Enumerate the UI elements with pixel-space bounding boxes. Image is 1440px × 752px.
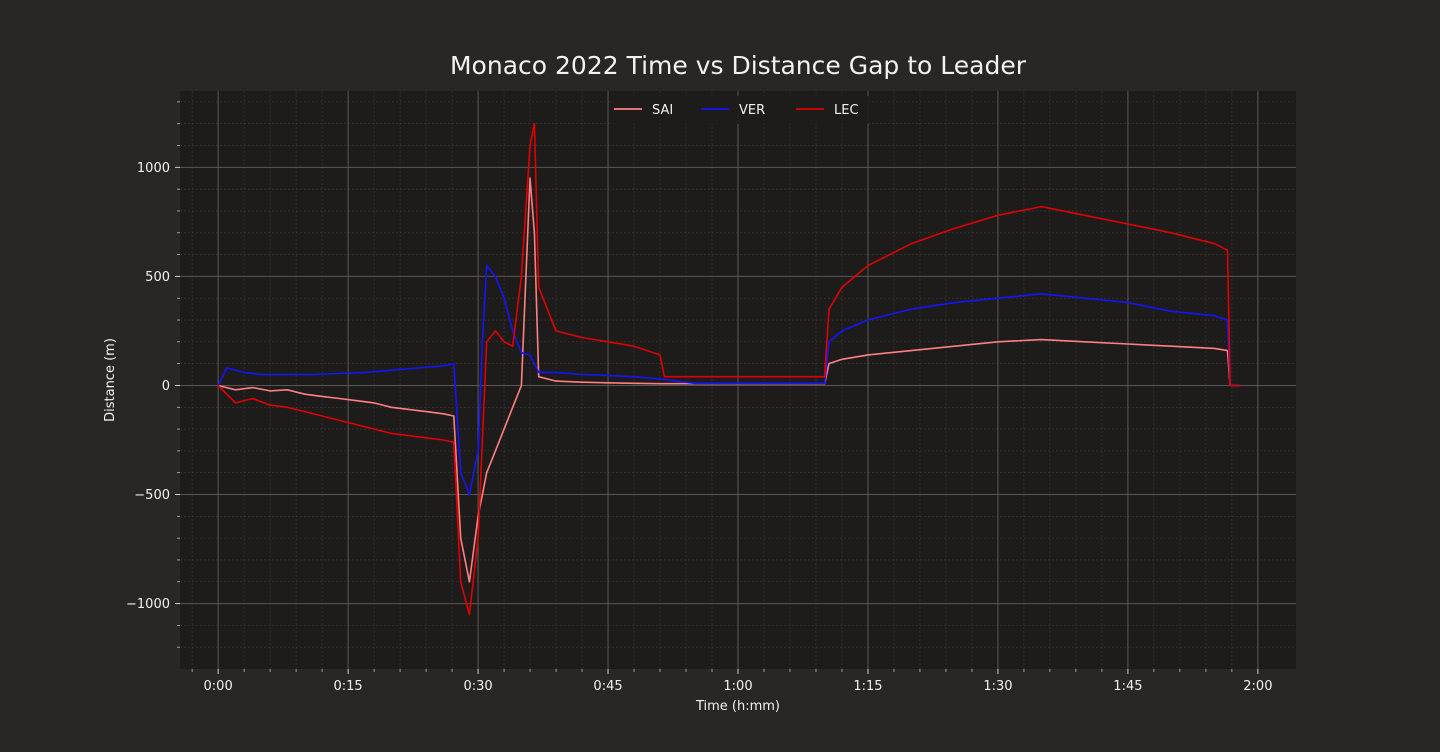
legend-label-ver: VER [739,103,765,118]
legend-label-lec: LEC [834,103,859,118]
x-tick-label: 0:30 [463,679,492,694]
x-tick-labels: 0:00 0:15 0:30 0:45 1:00 1:15 1:30 1:45 2:00 [204,679,1273,694]
series-line-lec [217,122,1241,616]
x-tick-label: 0:15 [333,679,362,694]
y-tick-label: 500 [145,270,170,285]
legend-box [610,96,869,124]
x-tick-label: 1:30 [983,679,1012,694]
x-tick-label: 2:00 [1243,679,1272,694]
x-axis-label: Time (h:mm) [695,699,780,714]
tick-marks [175,101,1259,674]
y-tick-label: −500 [134,488,170,503]
y-tick-label: −1000 [126,597,170,612]
y-tick-label: 1000 [137,161,170,176]
y-tick-labels: 1000 500 0 −500 −1000 [126,161,170,612]
series-line-ver [217,264,1241,496]
major-grid [180,91,1296,669]
x-tick-label: 1:00 [723,679,752,694]
x-tick-label: 1:45 [1113,679,1142,694]
series-line-sai [217,177,1241,583]
series-layer [217,122,1241,616]
legend-label-sai: SAI [652,103,673,118]
y-axis-label: Distance (m) [103,338,118,422]
x-tick-label: 0:45 [593,679,622,694]
chart-title: Monaco 2022 Time vs Distance Gap to Lead… [450,51,1027,80]
x-tick-label: 1:15 [853,679,882,694]
legend: SAI VER LEC [610,96,869,124]
y-tick-label: 0 [162,379,170,394]
x-tick-label: 0:00 [204,679,233,694]
